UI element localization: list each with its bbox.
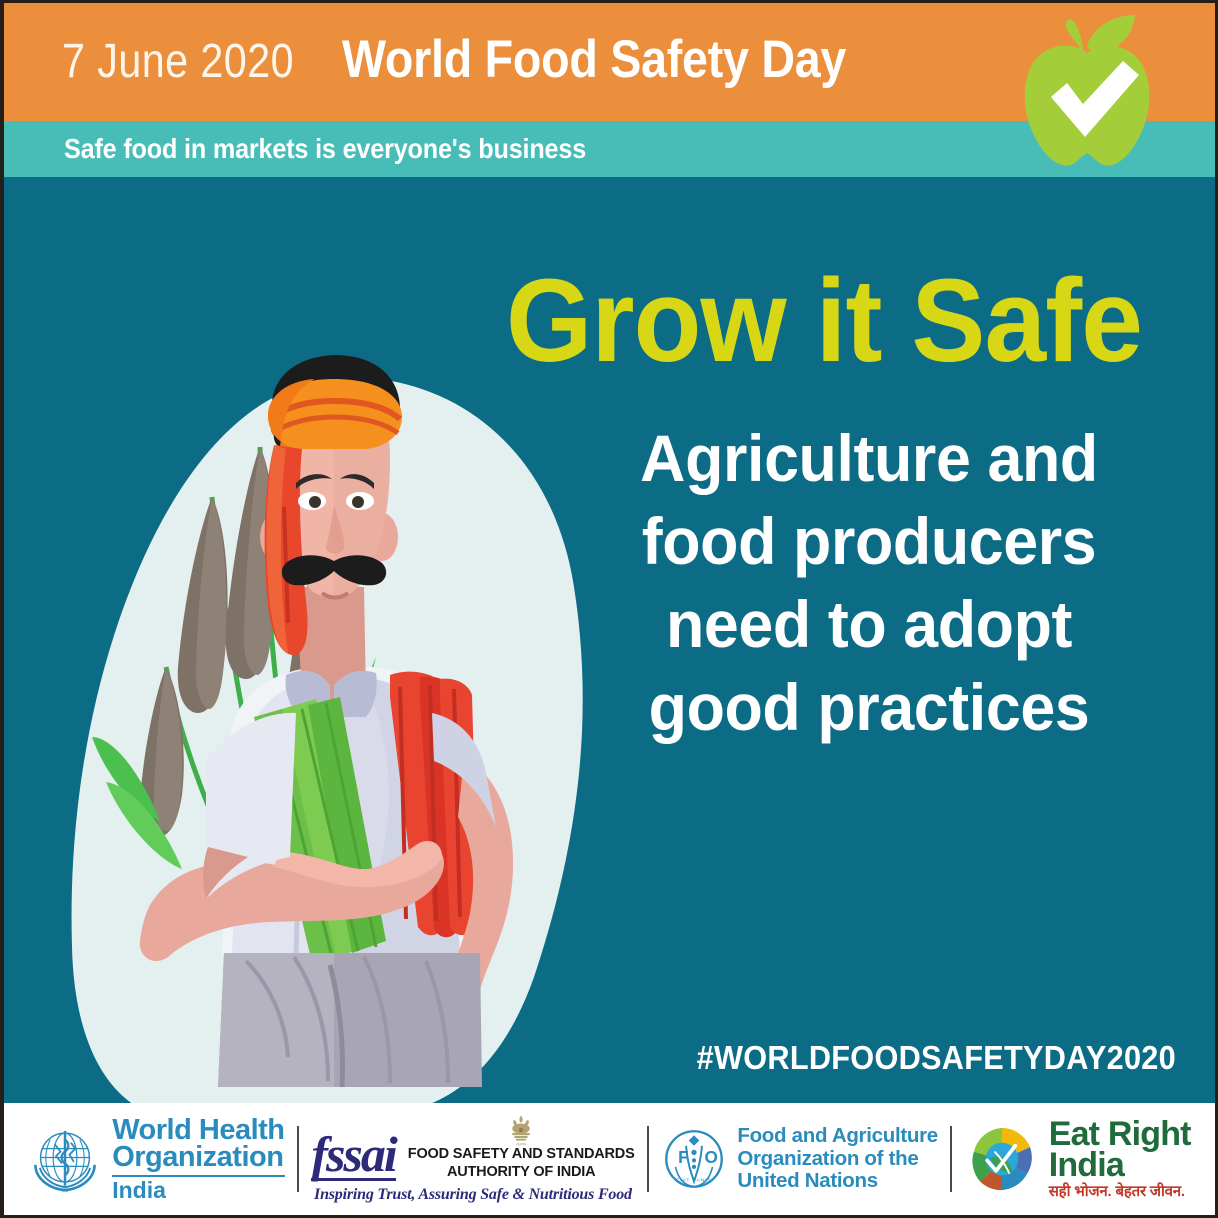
fssai-tagline: Inspiring Trust, Assuring Safe & Nutriti… — [314, 1185, 632, 1203]
logo-who-india: World Health Organization India — [28, 1113, 285, 1204]
apple-check-icon — [1024, 15, 1150, 166]
logo-divider-2 — [646, 1126, 649, 1192]
moustache — [281, 555, 387, 586]
eri-wordmark: Eat Right India सही भोजन. बेहतर जीवन. — [1048, 1114, 1192, 1201]
logo-fao: F O FIAT PANIS Food and Agriculture Orga… — [661, 1123, 938, 1194]
who-wordmark: World Health Organization India — [112, 1113, 285, 1204]
svg-text:सत्यमेव: सत्यमेव — [516, 1141, 527, 1146]
subheadline-line-4: good practices — [648, 670, 1090, 745]
fssai-right: सत्यमेव FOOD SAFETY AND STANDARDS AUTHOR… — [408, 1114, 635, 1181]
fssai-wordmark: fssai — [311, 1125, 397, 1182]
fao-line-1: Food and Agriculture — [737, 1123, 938, 1147]
fssai-wordmark-wrap: fssai — [311, 1125, 398, 1182]
header-orange-band — [4, 3, 1215, 121]
subheadline-line-2: food producers — [641, 504, 1097, 579]
fssai-caps-line-1: FOOD SAFETY AND STANDARDS — [407, 1146, 635, 1163]
fssai-caps-line-2: AUTHORITY OF INDIA — [446, 1163, 596, 1180]
logo-divider-1 — [296, 1126, 299, 1192]
svg-text:F: F — [679, 1147, 689, 1167]
hashtag: #WORLDFOODSAFETYDAY2020 — [696, 1039, 1176, 1076]
fao-line-2: Organization of the — [737, 1146, 919, 1170]
subheadline-line-1: Agriculture and — [640, 421, 1098, 495]
header-teal-band — [4, 121, 1215, 177]
header-title-row: 7 June 2020 World Food Safety Day — [62, 29, 915, 90]
eri-line-2: India — [1048, 1146, 1125, 1185]
svg-text:FIAT PANIS: FIAT PANIS — [677, 1177, 712, 1183]
who-line-1: World Health — [112, 1113, 285, 1146]
logo-eat-right-india: Eat Right India सही भोजन. बेहतर जीवन. — [965, 1114, 1192, 1201]
eri-line-3: सही भोजन. बेहतर जीवन. — [1048, 1183, 1185, 1201]
left-hand — [274, 840, 443, 888]
fao-line-3: United Nations — [737, 1169, 878, 1193]
fao-wordmark: Food and Agriculture Organization of the… — [737, 1123, 938, 1194]
fssai-block: fssai — [311, 1114, 635, 1204]
footer-logo-strip: World Health Organization India fssai — [4, 1103, 1215, 1215]
who-rule — [112, 1175, 285, 1178]
eat-right-india-wheel-icon — [972, 1127, 1032, 1191]
fssai-top-row: fssai — [311, 1114, 635, 1182]
logo-fssai: fssai — [311, 1114, 635, 1204]
farmer-illustration — [71, 355, 583, 1103]
who-line-2: Organization — [112, 1141, 284, 1174]
fssai-underline — [311, 1177, 396, 1181]
ashoka-emblem-icon: सत्यमेव — [512, 1115, 530, 1146]
eri-line-1: Eat Right — [1048, 1114, 1192, 1153]
turban — [268, 379, 402, 449]
who-line-3: India — [112, 1177, 166, 1204]
subheadline-line-3: need to adopt — [665, 587, 1073, 662]
fssai-caps: FOOD SAFETY AND STANDARDS AUTHORITY OF I… — [408, 1146, 635, 1181]
subheadline: Agriculture and food producers need to a… — [579, 417, 1159, 750]
page-title: World Food Safety Day — [341, 30, 846, 89]
svg-text:O: O — [705, 1147, 718, 1167]
headline: Grow it Safe — [506, 255, 1143, 387]
who-emblem-icon — [34, 1130, 97, 1192]
header-tagline: Safe food in markets is everyone's busin… — [64, 133, 587, 164]
event-date: 7 June 2020 — [62, 35, 294, 88]
poster-main-stage: Grow it Safe Agriculture and food produc… — [4, 177, 1215, 1103]
logo-divider-3 — [950, 1126, 953, 1192]
fao-emblem-icon: F O FIAT PANIS — [665, 1130, 724, 1188]
